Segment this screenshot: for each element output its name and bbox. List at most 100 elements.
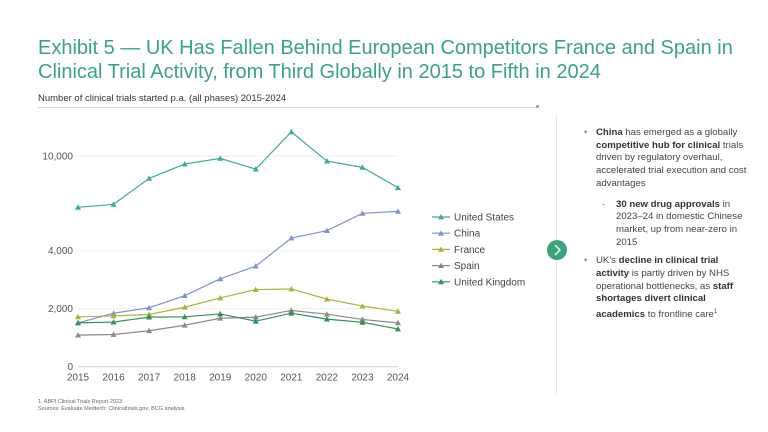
legend-label: United States: [454, 213, 514, 224]
insight-uk: • UK's decline in clinical trial activit…: [584, 255, 754, 322]
text-bold: staff shortages divert clinical academic…: [596, 280, 734, 321]
line-chart: 0 2,000 4,000 10,000 2015 2016 2017 2018 2019 202…: [42, 128, 525, 384]
x-tick-label: 2018: [174, 373, 197, 384]
chart-subtitle: Number of clinical trials started p.a. (…: [38, 93, 287, 104]
data-point: [146, 314, 153, 320]
data-point: [217, 294, 224, 301]
data-point: [288, 235, 295, 241]
data-point: [110, 331, 117, 337]
insights-panel: • China has emerged as a globally compet…: [584, 127, 754, 328]
legend-marker: [438, 278, 444, 285]
x-tick-label: 2016: [102, 373, 125, 384]
data-point: [181, 322, 188, 328]
text: is partly driven by NHS operational bott…: [596, 268, 730, 292]
text: has emerged as a globally: [622, 127, 738, 138]
legend-marker: [438, 246, 444, 252]
data-point: [323, 296, 330, 302]
data-point: [146, 175, 153, 181]
data-point: [323, 311, 330, 317]
legend-marker: [438, 262, 444, 268]
data-point: [110, 201, 117, 207]
data-point: [252, 166, 259, 172]
text: UK's: [596, 255, 619, 267]
data-point: [359, 319, 366, 325]
y-tick-label: 4,000: [48, 246, 73, 257]
data-point: [323, 158, 330, 164]
data-point: [359, 210, 366, 216]
data-point: [75, 319, 81, 326]
data-point: [252, 286, 259, 292]
x-tick-label: 2021: [280, 373, 303, 384]
dash-marker: -: [602, 198, 606, 210]
rule-end-dot: [536, 105, 539, 108]
data-point: [110, 310, 117, 316]
data-point: [110, 319, 117, 325]
data-point: [395, 319, 401, 326]
x-tick-label: 2024: [387, 373, 410, 384]
y-tick-label: 2,000: [48, 304, 73, 315]
data-point: [288, 285, 295, 292]
data-point: [323, 227, 330, 234]
y-tick-label: 0: [67, 362, 73, 373]
data-point: [181, 161, 188, 167]
data-point: [181, 304, 188, 310]
page-title: Exhibit 5 — UK Has Fallen Behind Europea…: [38, 37, 733, 83]
data-point: [252, 318, 259, 324]
x-tick-label: 2020: [245, 373, 268, 384]
data-point: [395, 326, 401, 332]
insight-approvals: - 30 new drug approvals in 2023–24 in do…: [584, 199, 754, 250]
series-line-spain: [77, 309, 399, 336]
x-tick-label: 2023: [351, 373, 374, 384]
text: to frontline care: [645, 309, 714, 321]
insight-china: • China has emerged as a globally compet…: [584, 127, 754, 191]
y-tick-label: 10,000: [42, 152, 73, 163]
footnote-sources: Sources: Evaluate Medtech; Clinicaltrial…: [38, 406, 186, 412]
footnotes: 1. ABPI Clinical Trials Report 2023. Sou…: [38, 399, 186, 413]
data-point: [288, 307, 295, 313]
footnote-ref: 1: [713, 309, 718, 316]
next-button[interactable]: [547, 240, 567, 260]
text-bold: decline in clinical trial activity: [596, 255, 719, 280]
data-point: [110, 312, 117, 319]
data-point: [181, 313, 188, 320]
data-point: [395, 208, 401, 214]
data-point: [359, 316, 366, 322]
bullet-dot: •: [584, 127, 588, 138]
data-point: [288, 310, 295, 316]
legend-marker: [438, 214, 444, 220]
legend-label: Spain: [454, 261, 480, 272]
x-tick-label: 2017: [138, 373, 161, 384]
data-point: [252, 314, 259, 320]
series-line-china: [77, 210, 399, 324]
data-point: [359, 164, 366, 170]
series-line-france: [77, 288, 399, 318]
x-tick-label: 2015: [67, 373, 90, 384]
subtitle-rule: [38, 107, 538, 108]
data-point: [395, 308, 401, 314]
data-point: [75, 204, 81, 210]
data-point: [217, 315, 224, 321]
legend-label: France: [454, 245, 486, 256]
series-line-united-kingdom: [77, 312, 399, 330]
data-point: [217, 275, 224, 282]
data-point: [75, 332, 81, 338]
chevron-right-icon: [554, 244, 561, 256]
footnote-1: 1. ABPI Clinical Trials Report 2023.: [38, 399, 124, 405]
text-bold: 30 new drug approvals: [616, 198, 720, 210]
text-bold: China: [596, 127, 623, 138]
data-point: [359, 303, 366, 309]
data-point: [146, 304, 153, 311]
data-point: [181, 292, 188, 299]
legend-label: China: [454, 229, 481, 240]
data-point: [217, 310, 224, 317]
data-point: [217, 155, 224, 161]
text: trials driven by regulatory overhaul, ac…: [596, 139, 747, 189]
data-point: [146, 327, 153, 334]
legend-label: United Kingdom: [454, 277, 525, 288]
x-tick-label: 2019: [209, 373, 232, 384]
x-tick-label: 2022: [316, 373, 339, 384]
bullet-dot: •: [584, 255, 588, 267]
text: in 2023–24 in domestic Chinese market, u…: [616, 198, 743, 248]
legend-marker: [438, 230, 444, 236]
data-point: [288, 128, 295, 135]
